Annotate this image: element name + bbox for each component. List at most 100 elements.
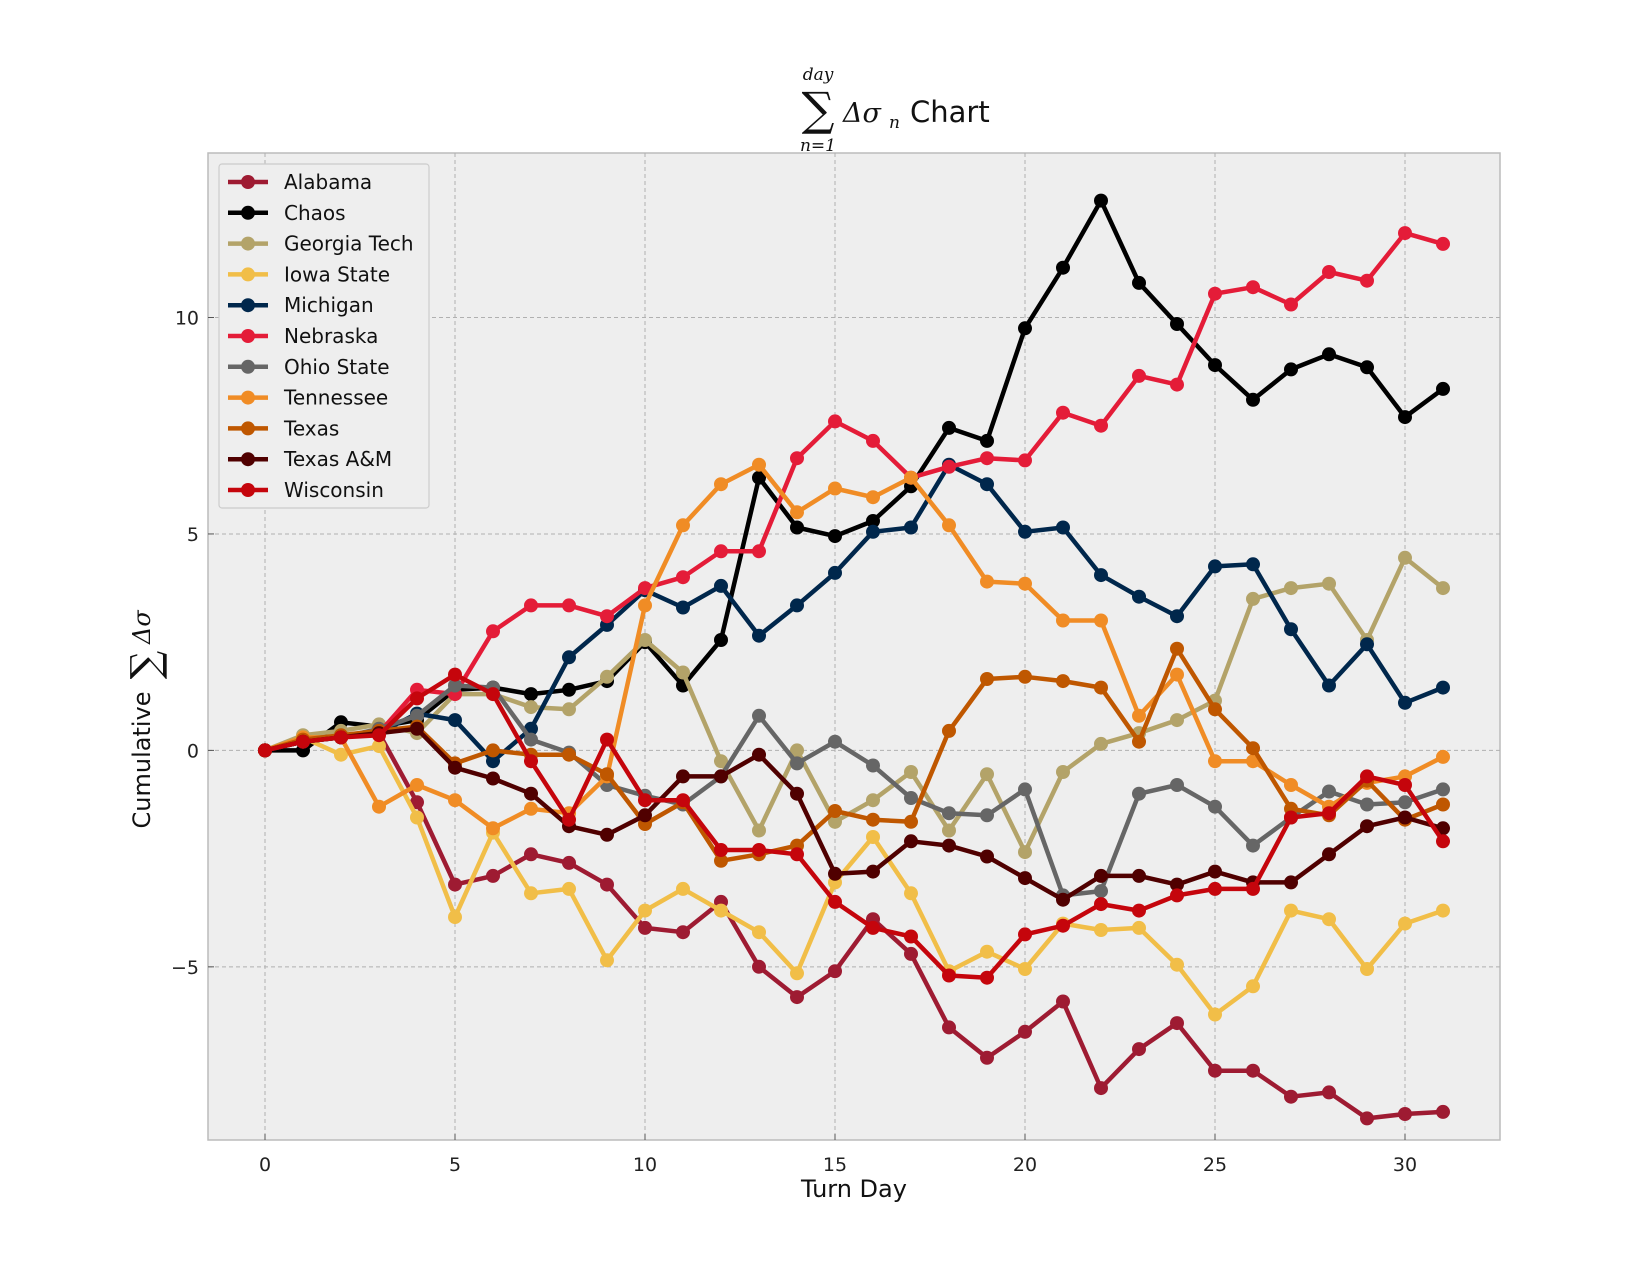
data-point-michigan [828,565,842,580]
data-point-chaos [980,433,994,448]
y-tick-label: −5 [171,957,199,979]
data-point-georgia-tech [562,702,576,717]
legend-items: Alabama Chaos Georgia Tech Iowa State Michig… [228,170,414,502]
title-sum-upper: day [803,65,834,85]
data-point-alabama [1436,1104,1450,1119]
data-point-chaos [1284,362,1298,377]
legend-label: Wisconsin [284,478,384,502]
data-point-michigan [676,600,690,615]
title-sum-lower: n=1 [800,136,836,156]
data-point-texas [1056,674,1070,689]
data-point-ohio-state [410,708,424,723]
series-layer [258,193,1450,1126]
data-point-nebraska [486,624,500,639]
data-point-wisconsin [1018,927,1032,942]
data-point-nebraska [676,570,690,585]
data-point-ohio-state [1094,884,1108,899]
data-point-tennessee [1436,749,1450,764]
data-point-tennessee [1208,754,1222,769]
data-point-texas-a-m [714,769,728,784]
data-point-alabama [448,877,462,892]
data-point-wisconsin [638,793,652,808]
y-axis-label-sum-symbol: ∑ [123,650,169,679]
data-point-alabama [638,920,652,935]
data-point-michigan [1284,622,1298,637]
data-point-texas-a-m [790,786,804,801]
y-axis-label-term: Δσ [128,610,156,645]
data-point-nebraska [828,414,842,429]
data-point-texas-a-m [980,849,994,864]
data-point-alabama [676,925,690,940]
data-point-ohio-state [904,791,918,805]
y-tick-label: 0 [187,740,199,762]
data-point-texas-a-m [942,838,956,853]
data-point-texas-a-m [486,771,500,786]
data-point-texas [1132,734,1146,749]
data-point-texas [486,743,500,758]
data-point-tennessee [1018,576,1032,591]
data-point-georgia-tech [1284,581,1298,596]
data-point-tennessee [828,481,842,496]
data-point-texas-a-m [1018,871,1032,886]
data-point-texas [942,723,956,738]
data-point-wisconsin [1398,778,1412,792]
data-point-chaos [1398,410,1412,425]
data-point-tennessee [1094,613,1108,628]
data-point-iowa-state [676,881,690,896]
legend-item-ohio-state: Ohio State [228,355,390,379]
title-term-subscript: n [889,113,900,133]
data-point-michigan [904,520,918,535]
data-point-chaos [524,687,538,702]
data-point-texas [828,804,842,818]
data-point-tennessee [1056,613,1070,628]
data-point-wisconsin [752,843,766,857]
legend-item-texas: Texas [228,416,339,440]
data-point-alabama [1360,1111,1374,1126]
data-point-alabama [1246,1063,1260,1078]
data-point-wisconsin [790,847,804,862]
data-point-wisconsin [1284,810,1298,825]
data-point-ohio-state [828,734,842,749]
data-point-texas [866,812,880,827]
data-point-tennessee [1132,708,1146,723]
data-point-texas [1436,797,1450,812]
data-point-nebraska [1094,418,1108,433]
data-point-georgia-tech [1398,550,1412,565]
legend-item-nebraska: Nebraska [228,324,378,348]
legend: Alabama Chaos Georgia Tech Iowa State Michig… [218,163,430,509]
data-point-alabama [1284,1089,1298,1104]
legend-label: Georgia Tech [284,232,414,256]
data-point-iowa-state [904,886,918,901]
data-point-nebraska [1360,273,1374,288]
data-point-iowa-state [714,903,728,918]
data-point-georgia-tech [980,767,994,782]
legend-label: Nebraska [284,324,378,348]
legend-swatch-marker [241,267,255,282]
data-point-iowa-state [1436,903,1450,918]
data-point-tennessee [372,799,386,814]
data-point-michigan [752,628,766,643]
data-point-michigan [1246,557,1260,572]
data-point-ohio-state [1436,782,1450,797]
legend-label: Michigan [284,293,374,317]
title-term: Δσ [842,98,882,129]
data-point-chaos [752,470,766,485]
data-point-chaos [1018,321,1032,336]
legend-swatch-marker [241,452,255,467]
data-point-tennessee [942,518,956,533]
data-point-iowa-state [448,910,462,925]
data-point-iowa-state [1094,923,1108,937]
data-point-wisconsin [1170,888,1184,903]
data-point-georgia-tech [638,633,652,647]
legend-item-texas-a-m: Texas A&M [228,447,392,471]
x-tick-label: 10 [633,1154,657,1176]
data-point-alabama [828,964,842,979]
data-point-texas-a-m [1398,810,1412,825]
legend-item-alabama: Alabama [228,170,372,194]
data-point-iowa-state [866,830,880,844]
data-point-iowa-state [1284,903,1298,918]
data-point-wisconsin [1322,806,1336,821]
data-point-iowa-state [638,903,652,918]
data-point-alabama [1132,1042,1146,1057]
legend-swatch-marker [241,359,255,374]
